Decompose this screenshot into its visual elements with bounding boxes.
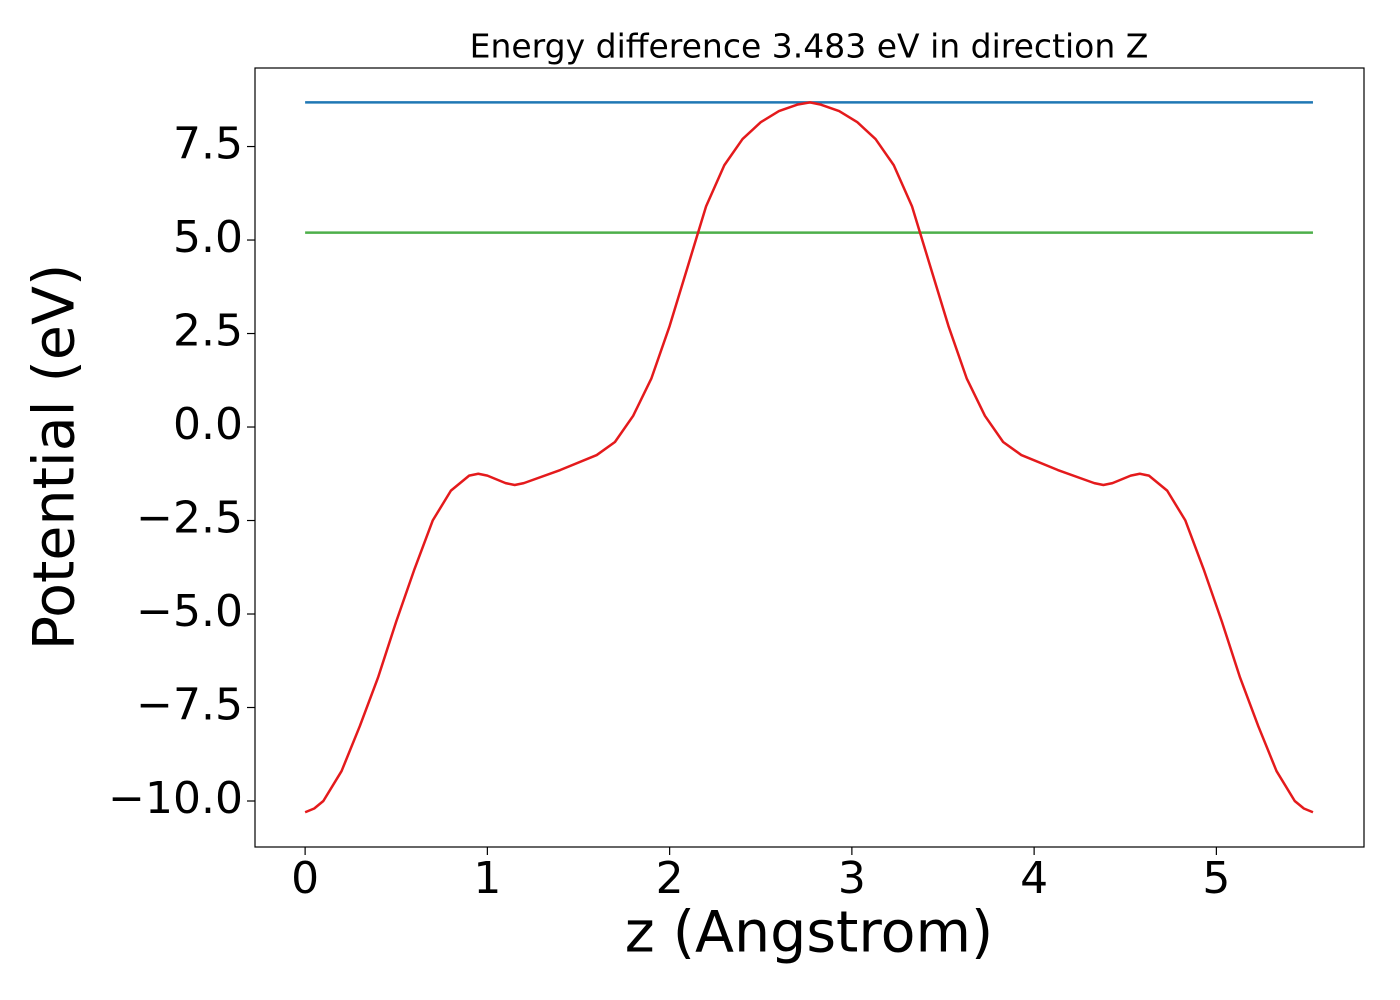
x-tick-label: 4 <box>1020 853 1048 904</box>
x-tick-label: 1 <box>473 853 501 904</box>
y-axis-label: Potential (eV) <box>22 264 88 650</box>
chart-title: Energy difference 3.483 eV in direction … <box>470 27 1149 66</box>
y-tick-label: −5.0 <box>136 586 243 637</box>
line-series <box>304 101 1314 814</box>
x-tick-label: 5 <box>1202 853 1230 904</box>
x-tick-label: 2 <box>656 853 684 904</box>
x-tick-label: 3 <box>838 853 866 904</box>
y-tick-label: −7.5 <box>136 680 243 731</box>
y-tick-label: 2.5 <box>173 306 243 357</box>
x-tick-label: 0 <box>291 853 319 904</box>
y-tick-label: −10.0 <box>108 773 243 824</box>
y-tick-label: 7.5 <box>173 119 243 170</box>
y-tick-label: 5.0 <box>173 212 243 263</box>
x-axis-label: z (Angstrom) <box>625 900 993 966</box>
y-tick-label: −2.5 <box>136 493 243 544</box>
y-tick-label: 0.0 <box>173 399 243 450</box>
plot-frame <box>254 67 1365 848</box>
